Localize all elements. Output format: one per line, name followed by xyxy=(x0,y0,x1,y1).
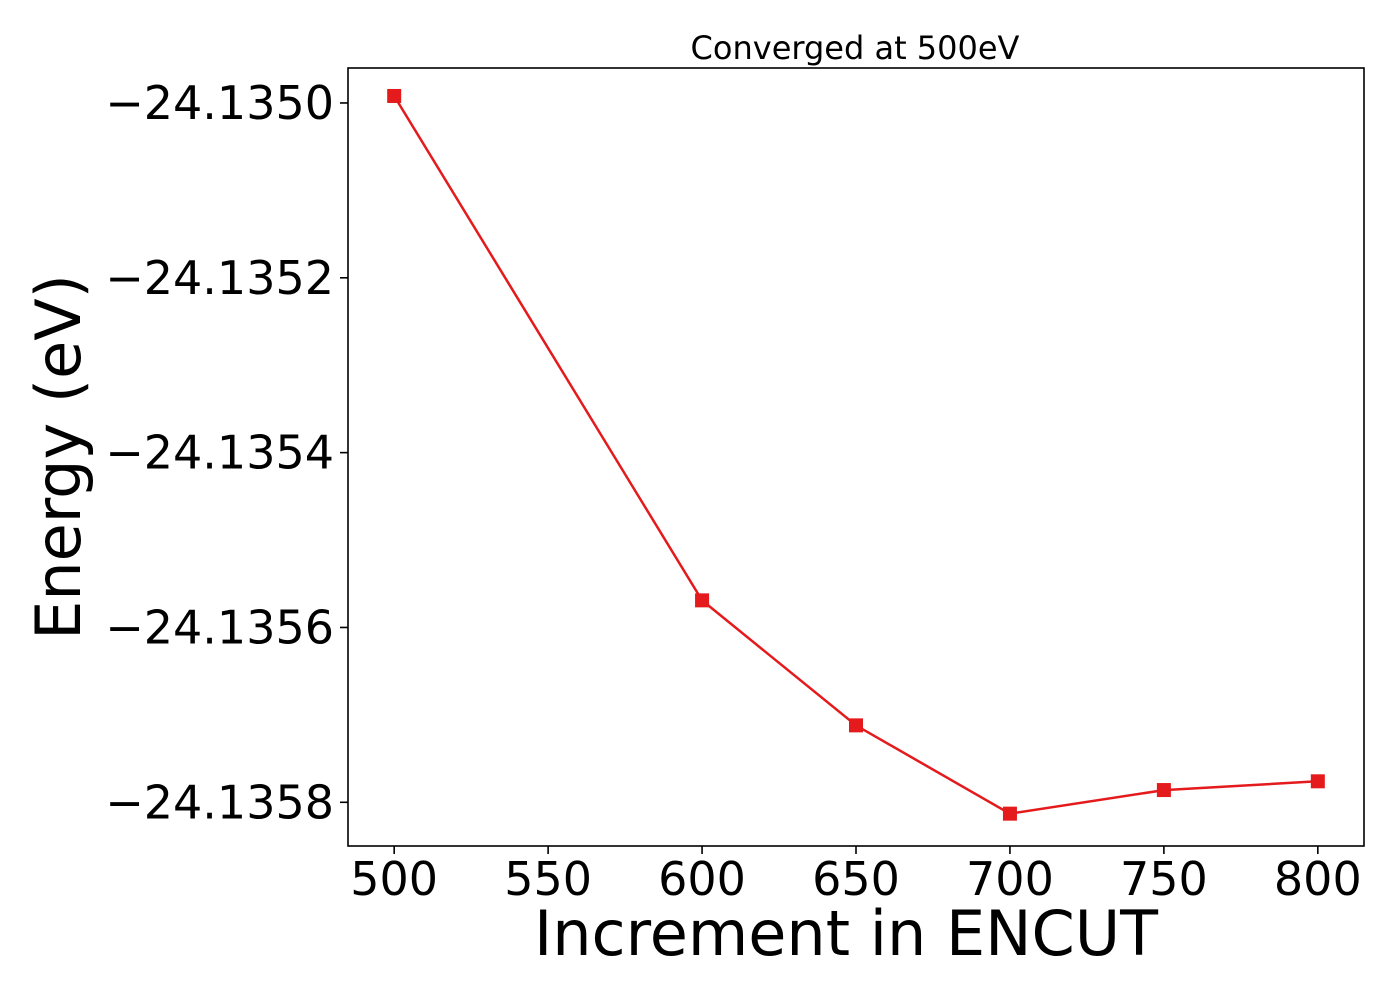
series-line xyxy=(393,95,1318,816)
data-point xyxy=(1156,783,1171,798)
x-tick-label: 800 xyxy=(1274,852,1362,906)
x-tick-label: 500 xyxy=(350,852,438,906)
y-axis: −24.1350 −24.1352 −24.1354 −24.1356 −24.1358 xyxy=(105,76,348,829)
chart-title: Converged at 500eV xyxy=(691,29,1020,67)
x-tick-label: 750 xyxy=(1120,852,1208,906)
x-tick-label: 700 xyxy=(966,852,1054,906)
y-tick-label: −24.1354 xyxy=(105,426,334,480)
data-point xyxy=(387,88,402,103)
data-point xyxy=(695,593,710,608)
x-tick-label: 600 xyxy=(658,852,746,906)
data-point xyxy=(1310,774,1325,789)
x-tick-label: 650 xyxy=(812,852,900,906)
series-layer xyxy=(387,88,1325,821)
y-axis-label: Energy (eV) xyxy=(22,274,95,640)
y-tick-label: −24.1358 xyxy=(105,775,334,829)
y-tick-label: −24.1350 xyxy=(105,76,334,130)
y-tick-label: −24.1352 xyxy=(105,251,334,305)
x-axis: 500 550 600 650 700 750 800 xyxy=(350,846,1362,906)
data-point xyxy=(1002,806,1017,821)
data-point xyxy=(849,718,863,733)
x-axis-label: Increment in ENCUT xyxy=(534,897,1159,970)
y-tick-label: −24.1356 xyxy=(105,600,334,654)
x-tick-label: 550 xyxy=(504,852,592,906)
